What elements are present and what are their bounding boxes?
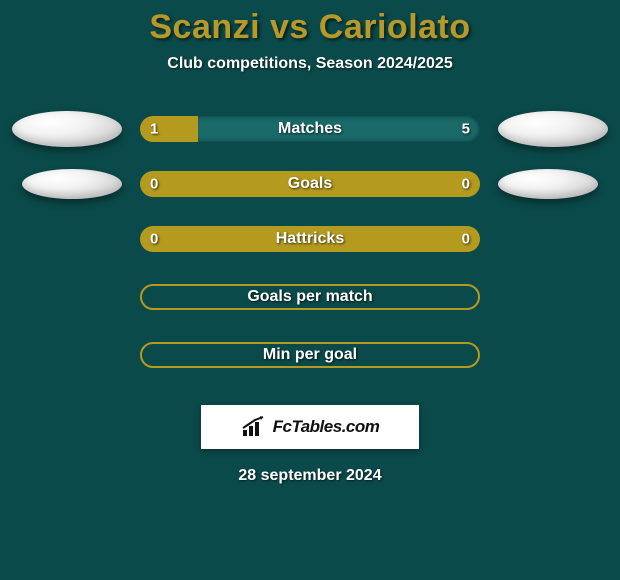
- stat-row: 0Goals0: [12, 169, 608, 199]
- stat-value-right: 0: [462, 231, 470, 248]
- orb-spacer: [12, 221, 122, 257]
- brand-badge: FcTables.com: [201, 405, 419, 449]
- stat-value-left: 0: [150, 176, 158, 193]
- stat-bar: 0Hattricks0: [140, 226, 480, 252]
- date-text: 28 september 2024: [238, 467, 381, 485]
- stat-row: Goals per match: [12, 279, 608, 315]
- player-orb-left: [22, 169, 122, 199]
- stats-bars: 1Matches5 0Goals0 0Hattricks0 Goals per mat…: [12, 111, 608, 395]
- orb-spacer: [498, 221, 608, 257]
- player-orb-right: [498, 111, 608, 147]
- bar-fill: [140, 226, 480, 252]
- bar-fill: [140, 171, 480, 197]
- stat-value-left: 1: [150, 121, 158, 138]
- stat-value-right: 5: [462, 121, 470, 138]
- stat-row: 1Matches5: [12, 111, 608, 147]
- stat-label: Min per goal: [142, 346, 478, 364]
- orb-spacer: [498, 279, 608, 315]
- orb-spacer: [12, 279, 122, 315]
- bar-fill-left: [140, 116, 198, 142]
- brand-text: FcTables.com: [273, 417, 380, 437]
- player-orb-left: [12, 111, 122, 147]
- stat-bar: Min per goal: [140, 342, 480, 368]
- page-title: Scanzi vs Cariolato: [149, 8, 470, 47]
- player-orb-right: [498, 169, 598, 199]
- stat-row: 0Hattricks0: [12, 221, 608, 257]
- chart-icon: [241, 416, 267, 438]
- orb-spacer: [498, 337, 608, 373]
- stat-bar: 1Matches5: [140, 116, 480, 142]
- stat-bar: 0Goals0: [140, 171, 480, 197]
- stat-label: Goals per match: [142, 288, 478, 306]
- content-root: Scanzi vs Cariolato Club competitions, S…: [0, 0, 620, 485]
- stat-value-left: 0: [150, 231, 158, 248]
- orb-spacer: [12, 337, 122, 373]
- stat-bar: Goals per match: [140, 284, 480, 310]
- stat-row: Min per goal: [12, 337, 608, 373]
- stat-value-right: 0: [462, 176, 470, 193]
- subtitle: Club competitions, Season 2024/2025: [167, 55, 452, 73]
